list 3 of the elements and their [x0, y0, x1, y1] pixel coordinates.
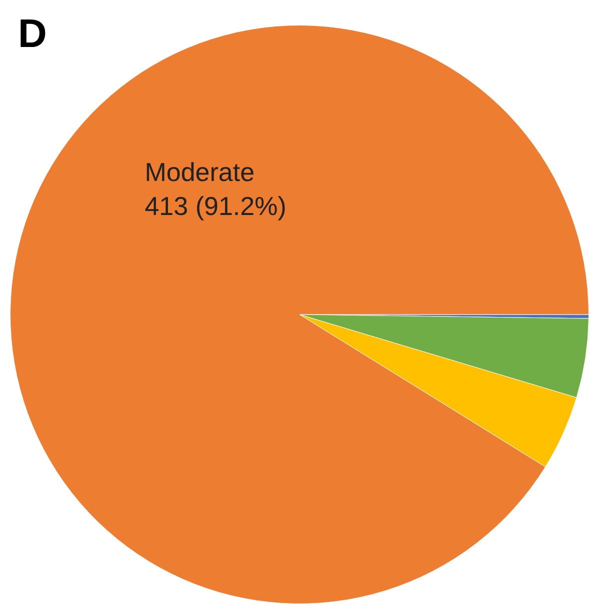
chart-title: D	[18, 12, 47, 56]
slice-label: Moderate	[144, 156, 255, 187]
data-label: 413 (91.2%)	[144, 190, 286, 221]
